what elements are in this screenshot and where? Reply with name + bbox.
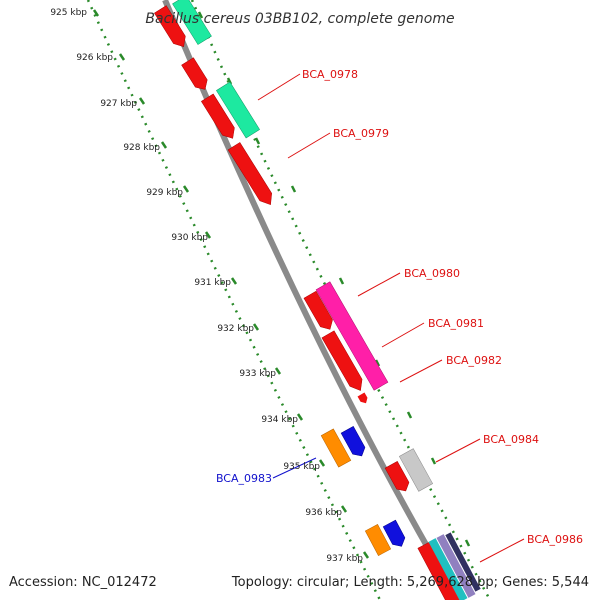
reverse-strand-genes	[154, 5, 463, 600]
outer-ruler-major-ticks	[197, 11, 471, 547]
tick-label-930: 930 kbp	[171, 233, 208, 243]
gene-bca-0981-fwd[interactable]	[315, 281, 389, 391]
genome-summary-text: Topology: circular; Length: 5,269,628 bp…	[231, 575, 589, 590]
forward-strand-genes	[172, 0, 481, 600]
gene-bca-0980-rev[interactable]	[303, 290, 336, 333]
gene-bca-0979-rev-a[interactable]	[201, 93, 238, 142]
gene-label-bca-0983[interactable]: BCA_0983	[216, 472, 272, 485]
gene-label-bca-0984[interactable]: BCA_0984	[483, 433, 539, 446]
tick-label-925: 925 kbp	[50, 8, 87, 18]
tick-label-929: 929 kbp	[146, 188, 183, 198]
inner-ruler-major-ticks	[92, 9, 370, 559]
gene-bca-0977[interactable]	[154, 5, 189, 51]
tick-label-937: 937 kbp	[326, 554, 363, 564]
tick-label-935: 935 kbp	[283, 462, 320, 472]
tick-label-926: 926 kbp	[76, 53, 113, 63]
gene-label-bca-0979[interactable]: BCA_0979	[333, 127, 389, 140]
callout-lines	[257, 73, 525, 563]
gene-green-top[interactable]	[172, 0, 212, 45]
gene-label-bca-0986[interactable]: BCA_0986	[527, 533, 583, 546]
tick-label-932: 932 kbp	[217, 324, 254, 334]
gene-cyan-0986[interactable]	[428, 538, 468, 600]
gene-navy-0986[interactable]	[445, 532, 481, 592]
gene-label-bca-0982[interactable]: BCA_0982	[446, 354, 502, 367]
accession-text: Accession: NC_012472	[9, 575, 157, 590]
gene-blue-935[interactable]	[340, 426, 368, 459]
gene-label-bca-0981[interactable]: BCA_0981	[428, 317, 484, 330]
tick-label-928: 928 kbp	[123, 143, 160, 153]
gene-bca-0984-rev[interactable]	[384, 461, 412, 494]
tick-label-931: 931 kbp	[194, 278, 231, 288]
tick-label-933: 933 kbp	[239, 369, 276, 379]
gene-orange-937[interactable]	[364, 524, 392, 556]
tick-label-927: 927 kbp	[100, 99, 137, 109]
gene-label-bca-0980[interactable]: BCA_0980	[404, 267, 460, 280]
gene-blue-937[interactable]	[382, 519, 408, 550]
gene-bca-0978-rev[interactable]	[181, 57, 211, 93]
tick-label-936: 936 kbp	[305, 508, 342, 518]
gene-bca-0979-rev-b[interactable]	[227, 142, 276, 208]
map-title: Bacillus cereus 03BB102, complete genome	[145, 11, 454, 27]
gene-bca-0984-fwd[interactable]	[398, 448, 434, 492]
gene-bca-0982-rev[interactable]	[321, 330, 367, 394]
gene-orange-935[interactable]	[320, 428, 352, 468]
gene-bca-0978-fwd[interactable]	[216, 81, 260, 139]
gene-labels: BCA_0978 BCA_0979 BCA_0980 BCA_0981 BCA_…	[216, 68, 583, 546]
gene-purple-0986[interactable]	[436, 534, 476, 598]
tick-label-934: 934 kbp	[261, 415, 298, 425]
gene-label-bca-0978[interactable]: BCA_0978	[302, 68, 358, 81]
kbp-tick-labels: 925 kbp 926 kbp 927 kbp 928 kbp 929 kbp …	[50, 8, 363, 564]
gene-small-red[interactable]	[357, 392, 370, 406]
